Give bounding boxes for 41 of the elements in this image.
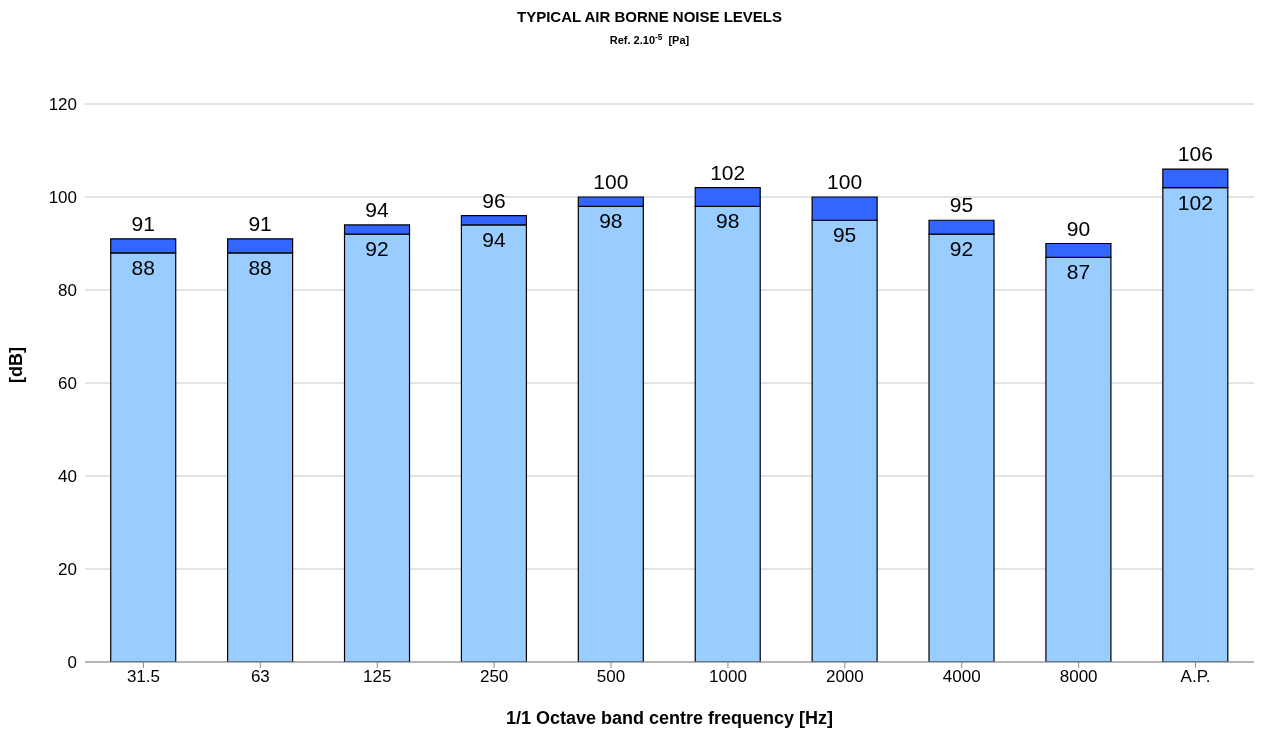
total-label: 91 [248, 211, 272, 235]
x-tick-label: 31.5 [126, 667, 160, 687]
y-tick-label: 40 [58, 467, 77, 487]
total-label: 106 [1177, 142, 1213, 166]
y-tick-label: 120 [48, 95, 77, 115]
x-tick-label: 250 [479, 667, 509, 687]
y-axis-title: [dB] [6, 347, 27, 383]
total-label: 102 [710, 160, 746, 184]
data-label: 88 [248, 255, 272, 279]
total-label: 100 [593, 170, 629, 193]
data-label: 88 [131, 255, 155, 279]
data-label: 92 [949, 237, 974, 261]
x-tick-label: 4000 [942, 667, 981, 687]
data-label: 92 [365, 237, 389, 261]
total-label: 95 [949, 193, 974, 217]
data-label: 94 [482, 227, 506, 251]
y-tick-label: 20 [58, 560, 77, 580]
data-label: 95 [832, 223, 857, 247]
x-tick-label: 2000 [825, 667, 864, 687]
x-tick-label: 1000 [709, 667, 747, 687]
total-label: 96 [482, 188, 506, 212]
x-tick-label: A.P. [1180, 667, 1211, 687]
total-label: 100 [827, 170, 863, 193]
x-tick-label: 500 [596, 667, 626, 687]
data-label: 87 [1066, 260, 1091, 284]
y-tick-label: 80 [58, 281, 77, 301]
total-label: 90 [1066, 216, 1091, 240]
y-tick-label: 60 [58, 374, 77, 394]
data-label: 102 [1177, 190, 1213, 214]
chart-title: TYPICAL AIR BORNE NOISE LEVELS [516, 8, 783, 25]
x-tick-label: 8000 [1059, 667, 1098, 687]
y-tick-label: 100 [48, 188, 77, 208]
chart-subtitle: Ref. 2.10$^{-5}$ [Pa] [609, 32, 690, 46]
x-tick-label: 125 [363, 667, 392, 687]
total-label: 91 [131, 211, 155, 235]
data-label: 98 [599, 209, 623, 233]
x-tick-label: 63 [250, 667, 270, 687]
total-label: 94 [365, 197, 390, 221]
data-label: 98 [716, 209, 740, 233]
x-axis-title: 1/1 Octave band centre frequency [Hz] [505, 708, 834, 728]
y-tick-label: 0 [67, 653, 77, 673]
